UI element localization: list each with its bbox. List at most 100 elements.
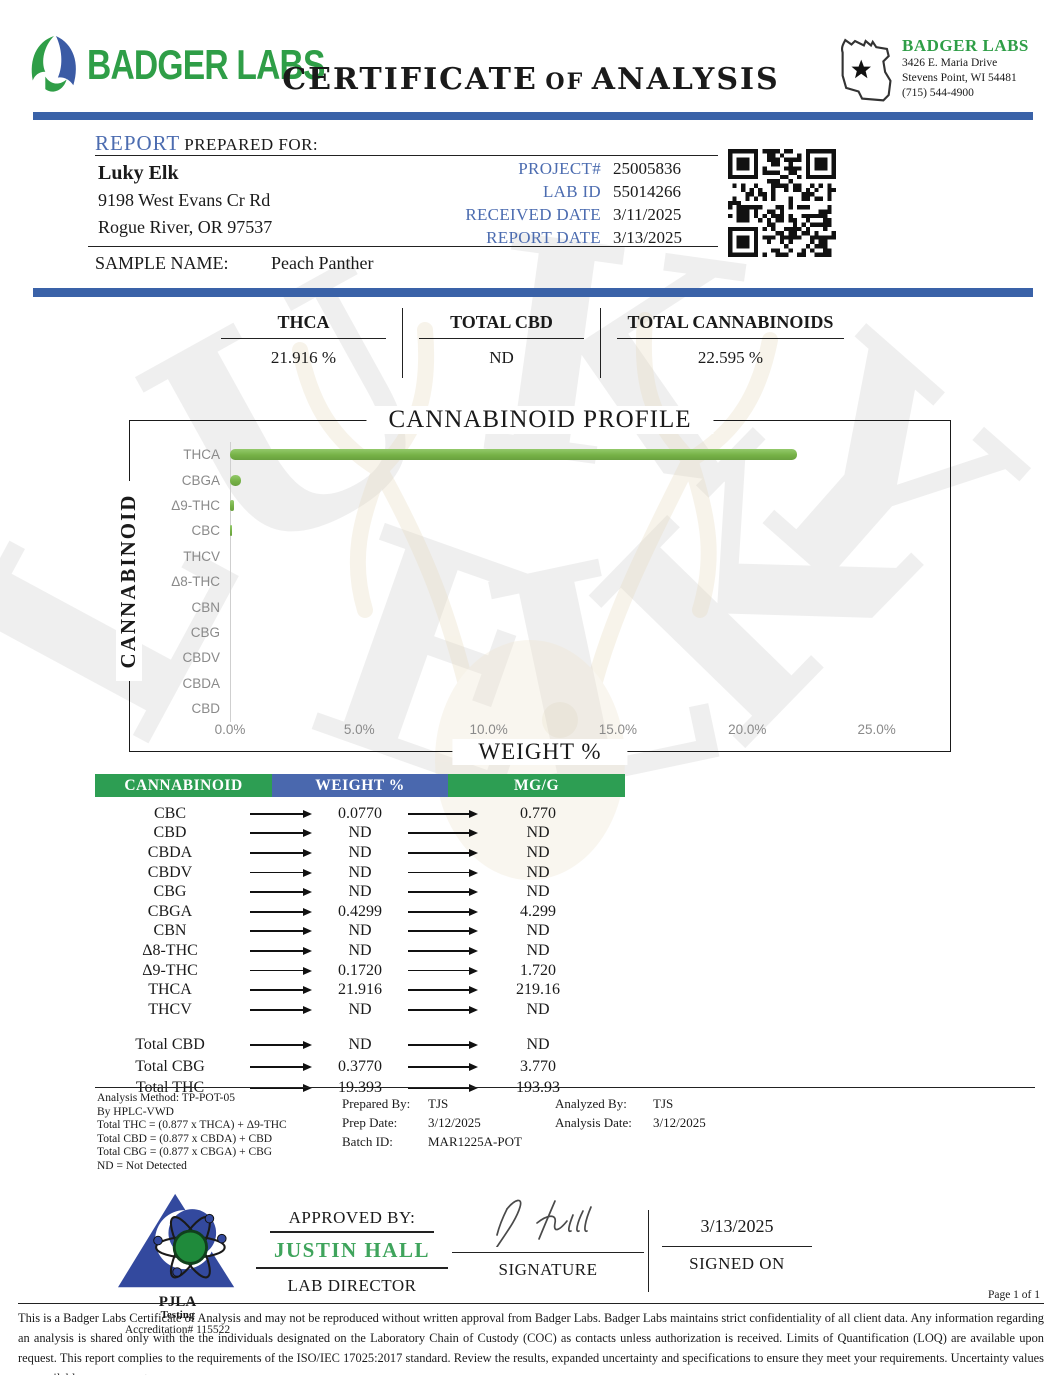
report-meta-fields: PROJECT# 25005836 LAB ID 55014266 RECEIVED D…: [300, 157, 718, 249]
methods-divider-line: [95, 1087, 1035, 1088]
heading-underline: [95, 155, 718, 156]
chart-category-label: CBGA: [181, 472, 220, 488]
arrow-head-icon: [303, 1041, 312, 1050]
arrow-head-icon: [469, 966, 478, 975]
sample-name-row: SAMPLE NAME: Peach Panther: [95, 253, 373, 274]
chart-bar: [230, 449, 797, 461]
lab-address-1: 3426 E. Maria Drive: [902, 57, 998, 69]
arrow-head-icon: [303, 868, 312, 877]
chart-category-label: CBDA: [182, 675, 220, 691]
chart-x-ticks: 0.0% 5.0% 10.0% 15.0% 20.0% 25.0%: [215, 722, 949, 740]
arrow-head-icon: [469, 1062, 478, 1071]
signed-on-line: [662, 1246, 812, 1247]
report-meta-label: RECEIVED DATE: [465, 204, 601, 224]
arrow-head-icon: [303, 848, 312, 857]
arrow-connector: [403, 1084, 483, 1093]
arrow-connector: [403, 888, 483, 897]
approver-name: JUSTIN HALL: [256, 1233, 448, 1269]
arrow-head-icon: [303, 888, 312, 897]
method-note-line: Total CBG = (0.877 x CBGA) + CBG: [97, 1146, 273, 1158]
results-table-row: Δ9-THC 0.1720 1.720: [95, 961, 625, 981]
results-table-row: THCV ND ND: [95, 1000, 625, 1020]
chart-category-label: CBD: [191, 701, 220, 717]
signed-on-block: 3/13/2025 SIGNED ON: [662, 1216, 812, 1274]
arrow-connector: [403, 829, 483, 838]
method-note-line: Total CBD = (0.877 x CBDA) + CBD: [97, 1132, 273, 1145]
weight-percent-value: 0.3770: [338, 1057, 382, 1075]
summary-value: 22.595 %: [697, 348, 764, 367]
chart-title: CANNABINOID PROFILE: [366, 406, 714, 434]
badger-leaf-logo-icon: [31, 36, 76, 92]
arrow-head-icon: [303, 809, 312, 818]
analyte-name: Total CBD: [135, 1036, 205, 1054]
weight-percent-value: 0.0770: [338, 804, 382, 822]
arrow-head-icon: [469, 907, 478, 916]
analyte-name: Δ8-THC: [142, 941, 198, 959]
approver-role: LAB DIRECTOR: [287, 1276, 417, 1295]
signed-on-label: SIGNED ON: [689, 1254, 785, 1273]
accreditation-number: Accreditation# 115522: [124, 1324, 231, 1336]
analyte-name: CBC: [153, 804, 186, 822]
analyte-name: CBGA: [147, 902, 193, 920]
report-meta-value: 3/13/2025: [613, 227, 682, 247]
summary-cell: THCA 21.916 %: [205, 308, 402, 378]
results-table-header: CANNABINOID WEIGHT % MG/G: [95, 774, 625, 797]
page-title: CERTIFICATE OF ANALYSIS: [282, 62, 780, 97]
mg-per-g-value: 3.770: [520, 1057, 556, 1075]
chart-bar-row: CBC: [129, 518, 949, 543]
report-meta-label: PROJECT#: [518, 158, 601, 178]
report-meta-label: LAB ID: [543, 181, 601, 201]
arrow-connector: [403, 966, 483, 975]
arrow-connector: [403, 927, 483, 936]
arrow-head-icon: [469, 888, 478, 897]
arrow-head-icon: [469, 868, 478, 877]
arrow-connector: [245, 1084, 317, 1093]
analyte-name: CBN: [153, 922, 187, 940]
weight-percent-value: ND: [348, 824, 372, 842]
summary-label: TOTAL CBD: [419, 312, 584, 339]
results-table-row: Δ8-THC ND ND: [95, 941, 625, 961]
results-column-header: CANNABINOID: [95, 774, 272, 797]
lab-address-2: Stevens Point, WI 54481: [902, 72, 1017, 84]
client-address-1: 9198 West Evans Cr Rd: [98, 190, 271, 210]
method-note-line: ND = Not Detected: [97, 1159, 187, 1172]
weight-percent-value: 21.916: [338, 981, 382, 999]
page-number: Page 1 of 1: [987, 1289, 1040, 1301]
results-table-row: CBGA 0.4299 4.299: [95, 902, 625, 922]
results-total-row: Total CBG 0.3770 3.770: [95, 1056, 625, 1078]
arrow-connector: [245, 1041, 317, 1050]
footer-divider-line: [18, 1303, 1044, 1304]
signed-date: 3/13/2025: [700, 1216, 774, 1236]
report-meta-label: REPORT DATE: [486, 227, 601, 247]
chart-x-tick-label: 15.0%: [598, 722, 638, 737]
weight-percent-value: ND: [348, 1000, 372, 1018]
arrow-connector: [403, 986, 483, 995]
results-table-row: CBC 0.0770 0.770: [95, 804, 625, 824]
brand-logo: BADGER LABS: [25, 34, 384, 96]
mg-per-g-value: 4.299: [520, 902, 556, 920]
report-section-heading: REPORT PREPARED FOR:: [95, 131, 319, 155]
blue-divider-top: [33, 112, 1033, 120]
arrow-connector: [245, 907, 317, 916]
arrow-head-icon: [469, 986, 478, 995]
mg-per-g-value: ND: [526, 883, 550, 901]
arrow-head-icon: [469, 1041, 478, 1050]
signature-date-divider: [648, 1210, 649, 1292]
analyzed-by-block: Analyzed By: TJS Analysis Date: 3/12/2025: [555, 1094, 706, 1132]
prep-label: Prep Date:: [342, 1115, 398, 1130]
mg-per-g-value: ND: [526, 863, 550, 881]
chart-category-label: Δ8-THC: [171, 574, 220, 590]
arrow-connector: [245, 848, 317, 857]
client-block: Luky Elk 9198 West Evans Cr Rd Rogue Riv…: [98, 160, 272, 241]
chart-bars: THCA CBGA Δ9-THC CBC THCV Δ8-THC CBN CBG CBDV CBD…: [129, 442, 949, 721]
cannabinoid-profile-chart: CANNABINOID PROFILE CANNABINOID THCA CBGA…: [116, 406, 951, 765]
chart-bar-row: CBD: [129, 696, 949, 721]
arrow-connector: [245, 868, 317, 877]
prep-value: MAR1225A-POT: [428, 1134, 522, 1149]
chart-bar-row: THCV: [129, 544, 949, 569]
arrow-connector: [245, 946, 317, 955]
pjla-name: PJLA: [158, 1294, 197, 1310]
arrow-head-icon: [303, 1005, 312, 1014]
mg-per-g-value: 0.770: [520, 804, 556, 822]
analyte-name: CBDV: [147, 863, 193, 881]
